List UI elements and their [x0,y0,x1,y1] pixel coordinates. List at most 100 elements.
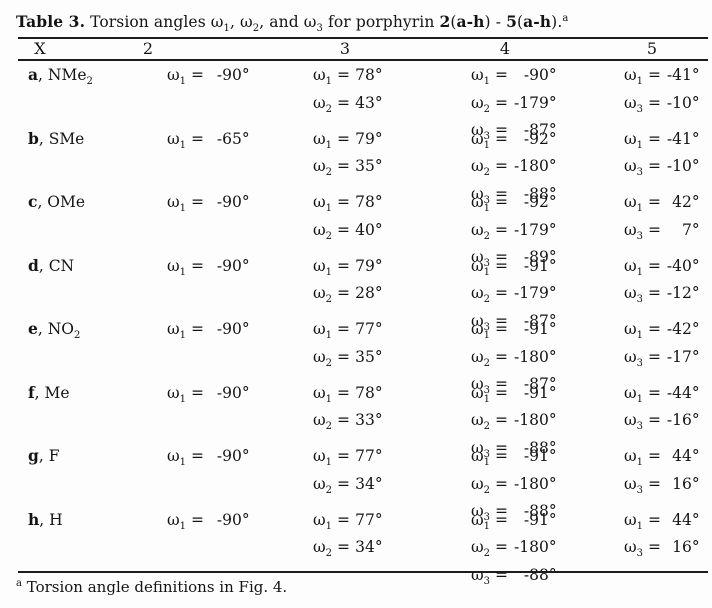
omega-symbol: ω [167,447,180,465]
equals-sign: = [186,66,209,84]
title-segment: a-h [456,12,485,31]
omega-subscript: 3 [483,194,491,206]
omega-symbol: ω [471,510,484,529]
equals-sign: = [490,311,513,330]
title-segment: Torsion angles ω [85,13,224,31]
equals-sign: = [643,129,666,148]
angle-value: -91 [523,510,549,529]
value-cell: ω1 = -65° [167,129,313,157]
torsion-angle-line: ω1 = -91° [471,446,624,474]
row-label: a, NMe2 [18,65,167,87]
row-label: b, SMe [18,129,167,148]
degree-symbol: ° [374,383,383,402]
omega-symbol: ω [471,93,484,112]
omega-subscript: 2 [483,484,491,496]
omega-subscript: 1 [483,457,491,469]
torsion-angle-line: ω1 = -91° [471,383,624,411]
omega-subscript: 1 [636,457,644,469]
omega-subscript: 3 [483,448,491,460]
angle-value: -10 [666,157,692,176]
angle-value: 34 [355,474,375,493]
substituent-subscript: 2 [86,76,93,88]
omega-subscript: 1 [483,203,491,215]
equals-sign: = [643,447,666,465]
angle-value: -91 [523,383,549,402]
torsion-angle-line: ω2 = 34° [313,537,471,565]
torsion-angle-line: ω3 = -88° [471,184,624,212]
angle-value: -180 [514,347,549,366]
torsion-angle-line: ω1 = -90° [167,192,313,220]
value-cell: ω1 = -91° ω2 = -180° ω3 = -87° [471,319,624,402]
omega-symbol: ω [471,256,484,275]
torsion-angle-line: ω1 = -41° [624,129,708,157]
equals-sign: = [490,66,513,84]
degree-symbol: ° [691,93,700,112]
torsion-angle-line: ω1 = -65° [167,129,313,157]
degree-symbol: ° [241,193,250,211]
degree-symbol: ° [691,193,700,211]
column-header-4: 4 [499,39,511,58]
value-cell: ω1 = -90° ω2 = -179° ω3 = -87° [471,65,624,148]
omega-symbol: ω [167,383,180,402]
degree-symbol: ° [548,184,557,203]
equals-sign: = [643,474,666,493]
equals-sign: = [490,438,513,457]
degree-symbol: ° [548,347,557,366]
torsion-angle-line: ω1 = -90° [167,65,313,93]
omega-symbol: ω [471,311,484,330]
omega-symbol: ω [471,347,484,366]
degree-symbol: ° [374,447,383,465]
angle-value: -180 [514,411,549,430]
angle-value: 33 [355,411,375,430]
omega-symbol: ω [471,383,484,402]
title-segment: 2 [439,12,451,31]
degree-symbol: ° [241,256,250,275]
omega-symbol: ω [313,347,326,366]
torsion-angle-line: ω3 = -88° [471,565,624,593]
torsion-angle-line: ω1 = -91° [471,256,624,284]
equals-sign: = [332,193,355,211]
table-row: a, NMe2 ω1 = -90° ω1 = 78° ω2 = 43° ω1 = -90… [18,65,708,142]
value-cell: ω1 = -44° ω3 = -16° [624,383,708,438]
degree-symbol: ° [548,284,557,303]
omega-subscript: 3 [636,103,644,115]
substituent-letter: c [28,192,38,211]
torsion-angle-line: ω3 = -89° [471,247,624,275]
torsion-angle-line: ω1 = 78° [313,383,471,411]
footnote-segment: Torsion angle definitions in Fig. 4. [21,578,288,596]
title-segment: , and ω [259,13,317,31]
angle-value: -89 [523,248,549,267]
torsion-angle-line: ω1 = 79° [313,129,471,157]
value-cell: ω1 = -90° [167,319,313,347]
omega-symbol: ω [471,193,484,211]
omega-subscript: 2 [483,230,491,242]
equals-sign: = [490,565,513,584]
degree-symbol: ° [548,121,557,140]
angle-value: -87 [523,375,549,394]
torsion-angle-line: ω1 = -90° [167,319,313,347]
title-segment: 5 [506,12,517,31]
omega-symbol: ω [471,184,484,203]
omega-symbol: ω [624,66,637,84]
equals-sign: = [186,447,209,465]
omega-subscript: 1 [179,203,187,215]
omega-subscript: 3 [636,548,644,560]
torsion-angle-line: ω2 = 28° [313,283,471,311]
column-header-x: X [34,39,46,58]
omega-subscript: 1 [636,520,644,532]
omega-subscript: 1 [179,139,187,151]
title-segment: ( [516,13,524,31]
substituent-name: , NMe [38,66,87,84]
degree-symbol: ° [241,510,250,529]
value-cell: ω1 = -90° [167,446,313,474]
degree-symbol: ° [691,383,700,402]
degree-symbol: ° [548,474,557,493]
degree-symbol: ° [691,347,700,366]
equals-sign: = [643,157,666,176]
torsion-angle-line: ω3 = -12° [624,283,708,311]
torsion-angle-line: ω3 = -87° [471,120,624,148]
omega-subscript: 3 [636,167,644,179]
